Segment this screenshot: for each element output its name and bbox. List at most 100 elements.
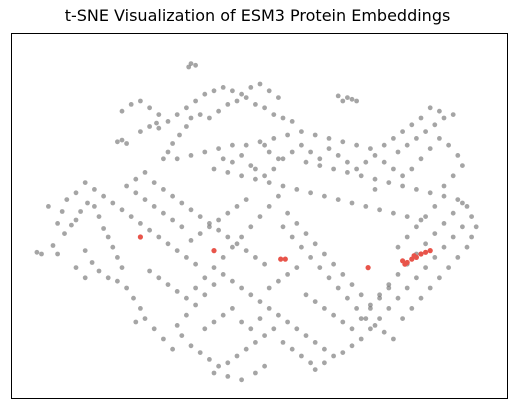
data-point — [317, 163, 323, 169]
data-point — [202, 149, 208, 155]
highlighted-point — [137, 234, 143, 240]
data-point — [248, 224, 254, 230]
data-point — [312, 340, 318, 345]
data-point — [345, 295, 350, 301]
data-point — [92, 204, 97, 209]
data-point — [202, 91, 208, 97]
data-point — [225, 234, 231, 240]
data-point — [418, 156, 424, 162]
data-point — [156, 275, 162, 281]
data-point — [312, 241, 318, 247]
data-point — [326, 146, 332, 152]
plot-frame — [11, 33, 508, 399]
data-point — [248, 292, 254, 298]
data-point — [363, 316, 369, 321]
data-point — [358, 292, 364, 298]
data-point — [177, 132, 182, 138]
data-point — [423, 129, 428, 135]
data-point — [34, 249, 40, 255]
data-point — [124, 141, 129, 146]
data-point — [216, 227, 222, 233]
data-point — [188, 207, 194, 213]
highlighted-points — [137, 234, 433, 271]
data-point — [138, 221, 143, 226]
data-point — [368, 326, 373, 332]
data-point — [133, 176, 139, 182]
data-point — [331, 353, 336, 359]
data-point — [188, 61, 194, 66]
data-point — [308, 190, 313, 196]
data-point — [220, 85, 226, 90]
data-point — [184, 255, 189, 260]
data-point — [253, 102, 258, 107]
data-point — [253, 255, 258, 260]
data-point — [207, 115, 212, 121]
data-point — [271, 112, 277, 117]
data-point — [188, 343, 194, 349]
data-point — [165, 119, 171, 124]
data-point — [400, 316, 405, 321]
data-point — [165, 282, 171, 287]
data-point — [234, 241, 240, 247]
data-point — [119, 265, 125, 270]
data-point — [340, 272, 346, 277]
data-point — [184, 105, 189, 111]
data-point — [285, 319, 290, 325]
data-point — [345, 170, 350, 175]
data-point — [211, 370, 217, 376]
data-point — [294, 326, 300, 332]
data-point — [50, 243, 56, 248]
data-point — [317, 265, 323, 270]
data-point — [262, 105, 267, 111]
data-point — [294, 265, 300, 270]
data-point — [55, 221, 60, 226]
data-point — [211, 319, 217, 325]
data-point — [220, 272, 226, 277]
data-point — [165, 149, 171, 155]
data-point — [354, 98, 359, 104]
data-point — [437, 275, 442, 281]
data-point — [151, 326, 157, 332]
data-point — [211, 88, 217, 94]
data-point — [62, 231, 67, 237]
data-point — [248, 163, 254, 169]
data-point — [345, 159, 350, 165]
data-point — [197, 214, 203, 220]
data-point — [322, 193, 327, 199]
data-point — [92, 187, 97, 192]
data-point — [386, 306, 392, 311]
data-point — [276, 95, 281, 100]
data-point — [211, 166, 217, 172]
data-point — [400, 129, 405, 135]
data-point — [303, 231, 309, 237]
data-point — [294, 187, 300, 192]
data-point — [446, 265, 451, 270]
data-point — [404, 285, 410, 291]
data-point — [234, 353, 240, 359]
data-point — [340, 319, 346, 325]
data-point — [262, 173, 267, 179]
data-point — [460, 200, 465, 206]
data-point — [179, 333, 185, 338]
data-point — [391, 210, 396, 216]
data-point — [225, 360, 231, 366]
data-point — [230, 88, 235, 94]
data-point — [207, 357, 212, 362]
data-point — [423, 214, 428, 220]
data-point — [391, 336, 396, 342]
data-point — [322, 306, 327, 311]
data-point — [193, 98, 199, 104]
data-point — [216, 363, 222, 369]
data-point — [142, 316, 148, 321]
data-point — [386, 180, 392, 186]
data-point — [138, 129, 143, 135]
data-point — [230, 306, 235, 311]
data-point — [427, 285, 433, 291]
data-point — [253, 340, 258, 345]
data-point — [186, 64, 192, 70]
data-point — [170, 346, 176, 352]
data-point — [349, 282, 355, 287]
data-point — [78, 209, 83, 214]
data-point — [39, 251, 44, 257]
